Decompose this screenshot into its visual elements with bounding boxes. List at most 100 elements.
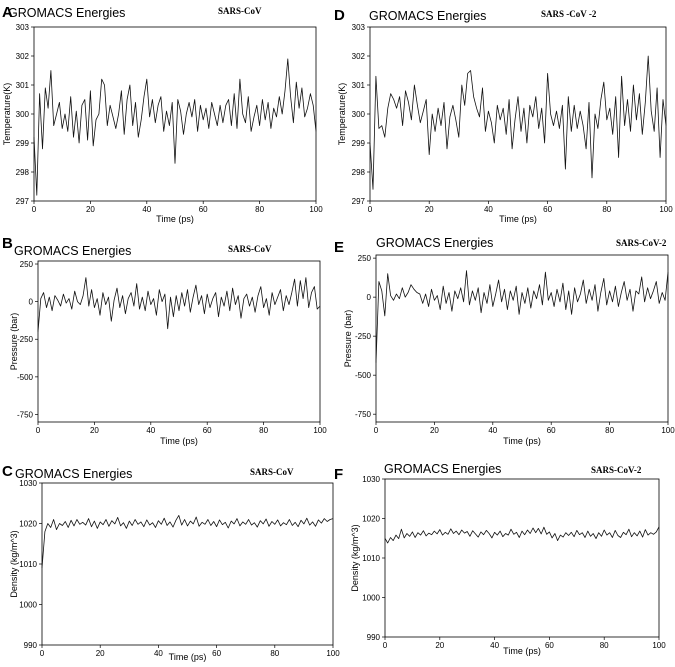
x-tick-label: 100 [309, 205, 323, 214]
y-tick-label: 1000 [19, 601, 37, 610]
x-tick-label: 0 [40, 649, 45, 658]
panel-letter: E [334, 239, 344, 256]
x-tick-label: 40 [146, 426, 155, 435]
series-line [41, 515, 334, 569]
panel-letter: F [334, 466, 343, 483]
y-tick-label: 0 [29, 298, 34, 307]
chart-subtitle: SARS-CoV-2 [591, 465, 642, 475]
x-tick-label: 60 [545, 641, 554, 650]
x-tick-label: 20 [430, 426, 439, 435]
x-tick-label: 20 [425, 205, 434, 214]
x-tick-label: 0 [36, 426, 41, 435]
y-tick-label: 298 [16, 168, 30, 177]
y-tick-label: 303 [352, 23, 366, 32]
x-tick-label: 20 [86, 205, 95, 214]
x-tick-label: 40 [488, 426, 497, 435]
y-tick-label: 1020 [19, 520, 37, 529]
y-tick-label: 303 [16, 23, 30, 32]
series-line [375, 270, 669, 363]
y-tick-label: 299 [352, 139, 366, 148]
series-line [384, 526, 660, 544]
y-tick-label: 300 [16, 110, 30, 119]
y-axis-label: Temperature(K) [2, 83, 12, 146]
y-tick-label: 297 [352, 197, 366, 206]
x-tick-label: 80 [600, 641, 609, 650]
x-axis-label: Time (ps) [503, 436, 541, 446]
x-tick-label: 60 [547, 426, 556, 435]
y-tick-label: -750 [355, 410, 372, 419]
x-axis-label: Time (ps) [156, 214, 194, 224]
x-tick-label: 40 [142, 205, 151, 214]
y-tick-label: 302 [352, 52, 366, 61]
x-tick-label: 80 [259, 426, 268, 435]
x-tick-label: 100 [659, 205, 673, 214]
chart-subtitle: SARS-CoV-2 [616, 238, 667, 248]
x-tick-label: 40 [154, 649, 163, 658]
y-tick-label: 302 [16, 52, 30, 61]
y-tick-label: -750 [17, 410, 34, 419]
y-tick-label: -500 [17, 373, 34, 382]
x-axis-label: Time (ps) [499, 214, 537, 224]
plot-frame [369, 26, 667, 202]
y-tick-label: 1030 [19, 479, 37, 488]
y-tick-label: 1010 [362, 554, 380, 563]
x-tick-label: 20 [90, 426, 99, 435]
x-tick-label: 80 [255, 205, 264, 214]
panel-c: C GROMACS Energies SARS-CoV 0 20 40 60 80 100 990… [2, 463, 340, 662]
y-tick-label: 990 [367, 633, 381, 642]
y-tick-label: 0 [367, 293, 372, 302]
y-tick-label: 301 [352, 81, 366, 90]
x-axis-label: Time (ps) [503, 646, 541, 656]
x-tick-label: 0 [374, 426, 379, 435]
x-tick-label: 0 [383, 641, 388, 650]
x-tick-label: 40 [490, 641, 499, 650]
chart-subtitle: SARS-CoV [218, 6, 262, 16]
y-tick-label: 299 [16, 139, 30, 148]
x-tick-label: 60 [212, 649, 221, 658]
series-line [33, 58, 317, 196]
y-tick-label: -250 [355, 332, 372, 341]
x-tick-label: 20 [96, 649, 105, 658]
x-axis-label: Time (ps) [160, 436, 198, 446]
x-tick-label: 80 [605, 426, 614, 435]
chart-title: GROMACS Energies [384, 462, 501, 476]
x-tick-label: 60 [203, 426, 212, 435]
series-line [369, 55, 667, 190]
y-tick-label: 990 [24, 641, 38, 650]
x-tick-label: 100 [326, 649, 340, 658]
x-tick-label: 40 [484, 205, 493, 214]
x-tick-label: 100 [661, 426, 675, 435]
y-axis-label: Pressure (bar) [9, 313, 19, 371]
chart-subtitle: SARS-CoV [228, 244, 272, 254]
chart-title: GROMACS Energies [376, 236, 493, 250]
y-tick-label: 1020 [362, 515, 380, 524]
panel-f: F GROMACS Energies SARS-CoV-2 0 20 40 60 80 100 9… [334, 462, 666, 656]
panel-d: D GROMACS Energies SARS -CoV -2 0 20 40 60 80 10… [334, 7, 673, 224]
panel-letter: B [2, 235, 13, 252]
x-tick-label: 100 [313, 426, 327, 435]
y-tick-label: 301 [16, 81, 30, 90]
y-tick-label: -500 [355, 371, 372, 380]
y-tick-label: 250 [358, 254, 372, 263]
y-tick-label: -250 [17, 335, 34, 344]
panel-b: B GROMACS Energies SARS-CoV 0 20 40 60 80 100 250… [2, 235, 327, 446]
y-axis-label: Density (kg/m^3) [9, 530, 19, 597]
chart-subtitle: SARS-CoV [250, 467, 294, 477]
plot-frame [375, 254, 669, 423]
x-tick-label: 60 [199, 205, 208, 214]
y-tick-label: 297 [16, 197, 30, 206]
plot-frame [384, 478, 660, 638]
chart-title: GROMACS Energies [8, 6, 125, 20]
panel-e: E GROMACS Energies SARS-CoV-2 0 20 40 60 80 100 2… [334, 236, 675, 446]
x-tick-label: 0 [32, 205, 37, 214]
x-tick-label: 100 [652, 641, 666, 650]
x-tick-label: 0 [368, 205, 373, 214]
chart-subtitle: SARS -CoV -2 [541, 9, 597, 19]
panel-letter: A [2, 4, 13, 21]
x-tick-label: 60 [543, 205, 552, 214]
y-tick-label: 298 [352, 168, 366, 177]
plot-frame [41, 482, 334, 646]
plot-frame [37, 260, 321, 423]
chart-title: GROMACS Energies [14, 244, 131, 258]
